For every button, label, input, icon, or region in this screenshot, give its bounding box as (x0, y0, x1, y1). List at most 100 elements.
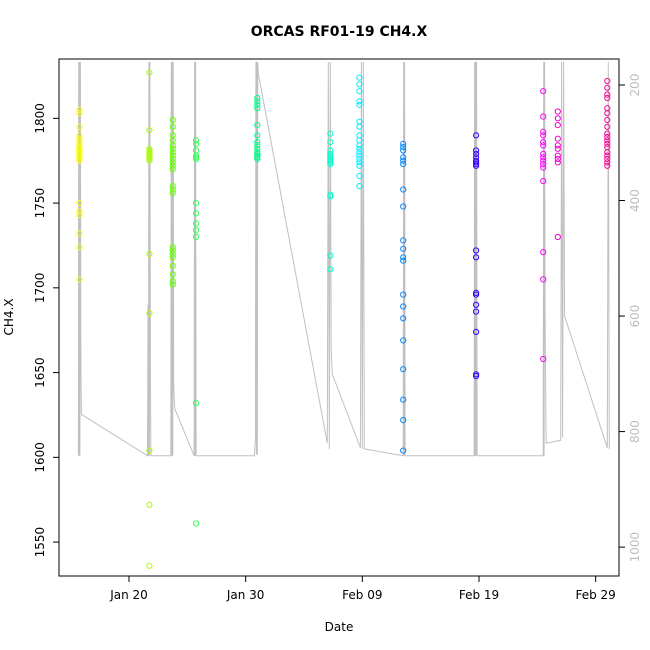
data-point (540, 139, 547, 146)
data-point (146, 250, 153, 257)
data-point (473, 159, 480, 166)
data-point (254, 122, 261, 129)
data-point (540, 355, 547, 363)
data-point (327, 139, 334, 146)
data-point (400, 186, 407, 193)
y-right-tick-label: 400 (628, 189, 642, 212)
x-tick-label: Feb 09 (342, 588, 382, 602)
data-point (540, 249, 547, 256)
data-point (540, 128, 547, 135)
data-point (473, 254, 480, 261)
data-point (193, 155, 200, 163)
data-point (169, 189, 176, 196)
data-point (146, 310, 153, 317)
x-tick-label: Feb 19 (459, 588, 499, 602)
data-point (254, 152, 261, 159)
data-point (146, 501, 153, 508)
data-point (604, 84, 611, 91)
x-axis: Jan 20 Jan 30 Feb 09 Feb 19 Feb 29 (109, 576, 616, 602)
data-point (604, 130, 611, 137)
x-tick-label: Feb 29 (575, 588, 615, 602)
data-point (356, 159, 363, 166)
data-point (540, 154, 547, 161)
data-point (400, 245, 407, 252)
y-right-tick-label: 200 (628, 74, 642, 97)
data-point (254, 142, 261, 149)
data-point (76, 276, 83, 283)
data-point (146, 69, 153, 76)
data-point (400, 303, 407, 310)
data-point (540, 276, 547, 283)
data-point (540, 132, 547, 139)
data-point (193, 137, 200, 144)
data-point (327, 191, 334, 198)
data-point (76, 244, 83, 251)
series-2 (169, 116, 176, 288)
data-point (169, 254, 176, 261)
data-point (193, 140, 200, 147)
data-point (400, 203, 407, 210)
y-axis-label: CH4.X (2, 298, 16, 335)
data-point (146, 154, 153, 161)
data-point (604, 144, 611, 151)
data-point (604, 149, 611, 156)
data-point (356, 98, 363, 105)
x-tick-label: Jan 20 (109, 588, 148, 602)
data-point (193, 227, 200, 234)
data-point (554, 122, 561, 129)
data-point (554, 135, 561, 142)
series-10 (554, 108, 561, 241)
chart-title: ORCAS RF01-19 CH4.X (251, 24, 428, 40)
y-tick-label: 1550 (33, 527, 47, 558)
data-point (146, 127, 153, 134)
data-point (356, 149, 363, 156)
data-point (473, 328, 480, 335)
data-point (254, 139, 261, 146)
data-point (254, 98, 261, 105)
altitude-trace-line (77, 61, 610, 457)
data-point (554, 233, 561, 241)
data-point (604, 105, 611, 112)
data-point (76, 230, 83, 237)
y-right-tick-label: 1000 (628, 532, 642, 563)
data-point (604, 110, 611, 117)
data-point (76, 106, 83, 114)
data-point (169, 247, 176, 254)
data-point (540, 88, 547, 95)
y-tick-label: 1750 (33, 188, 47, 219)
data-point (540, 142, 547, 149)
x-axis-label: Date (325, 620, 354, 634)
data-point (76, 110, 83, 117)
data-point (254, 101, 261, 108)
data-point (76, 200, 83, 207)
data-point (193, 154, 200, 161)
data-point (327, 193, 334, 200)
data-point (169, 149, 176, 156)
data-point (400, 396, 407, 403)
data-point (193, 220, 200, 227)
data-point (327, 161, 334, 168)
data-point (473, 132, 480, 139)
y-tick-label: 1700 (33, 273, 47, 304)
data-point (554, 145, 561, 152)
data-point (540, 113, 547, 120)
data-point (146, 562, 153, 569)
data-point (169, 123, 176, 130)
data-point (169, 162, 176, 169)
y-right-tick-label: 600 (628, 305, 642, 328)
data-point (554, 108, 561, 115)
data-point (327, 159, 334, 166)
data-point (400, 417, 407, 424)
data-point (540, 161, 547, 168)
data-point (169, 116, 176, 124)
data-point (473, 308, 480, 315)
data-point (169, 145, 176, 152)
data-point (473, 150, 480, 157)
series-8 (473, 132, 480, 380)
data-point (473, 371, 480, 378)
data-point (356, 123, 363, 130)
data-point (193, 200, 200, 207)
data-point (76, 211, 83, 218)
data-point (540, 150, 547, 157)
